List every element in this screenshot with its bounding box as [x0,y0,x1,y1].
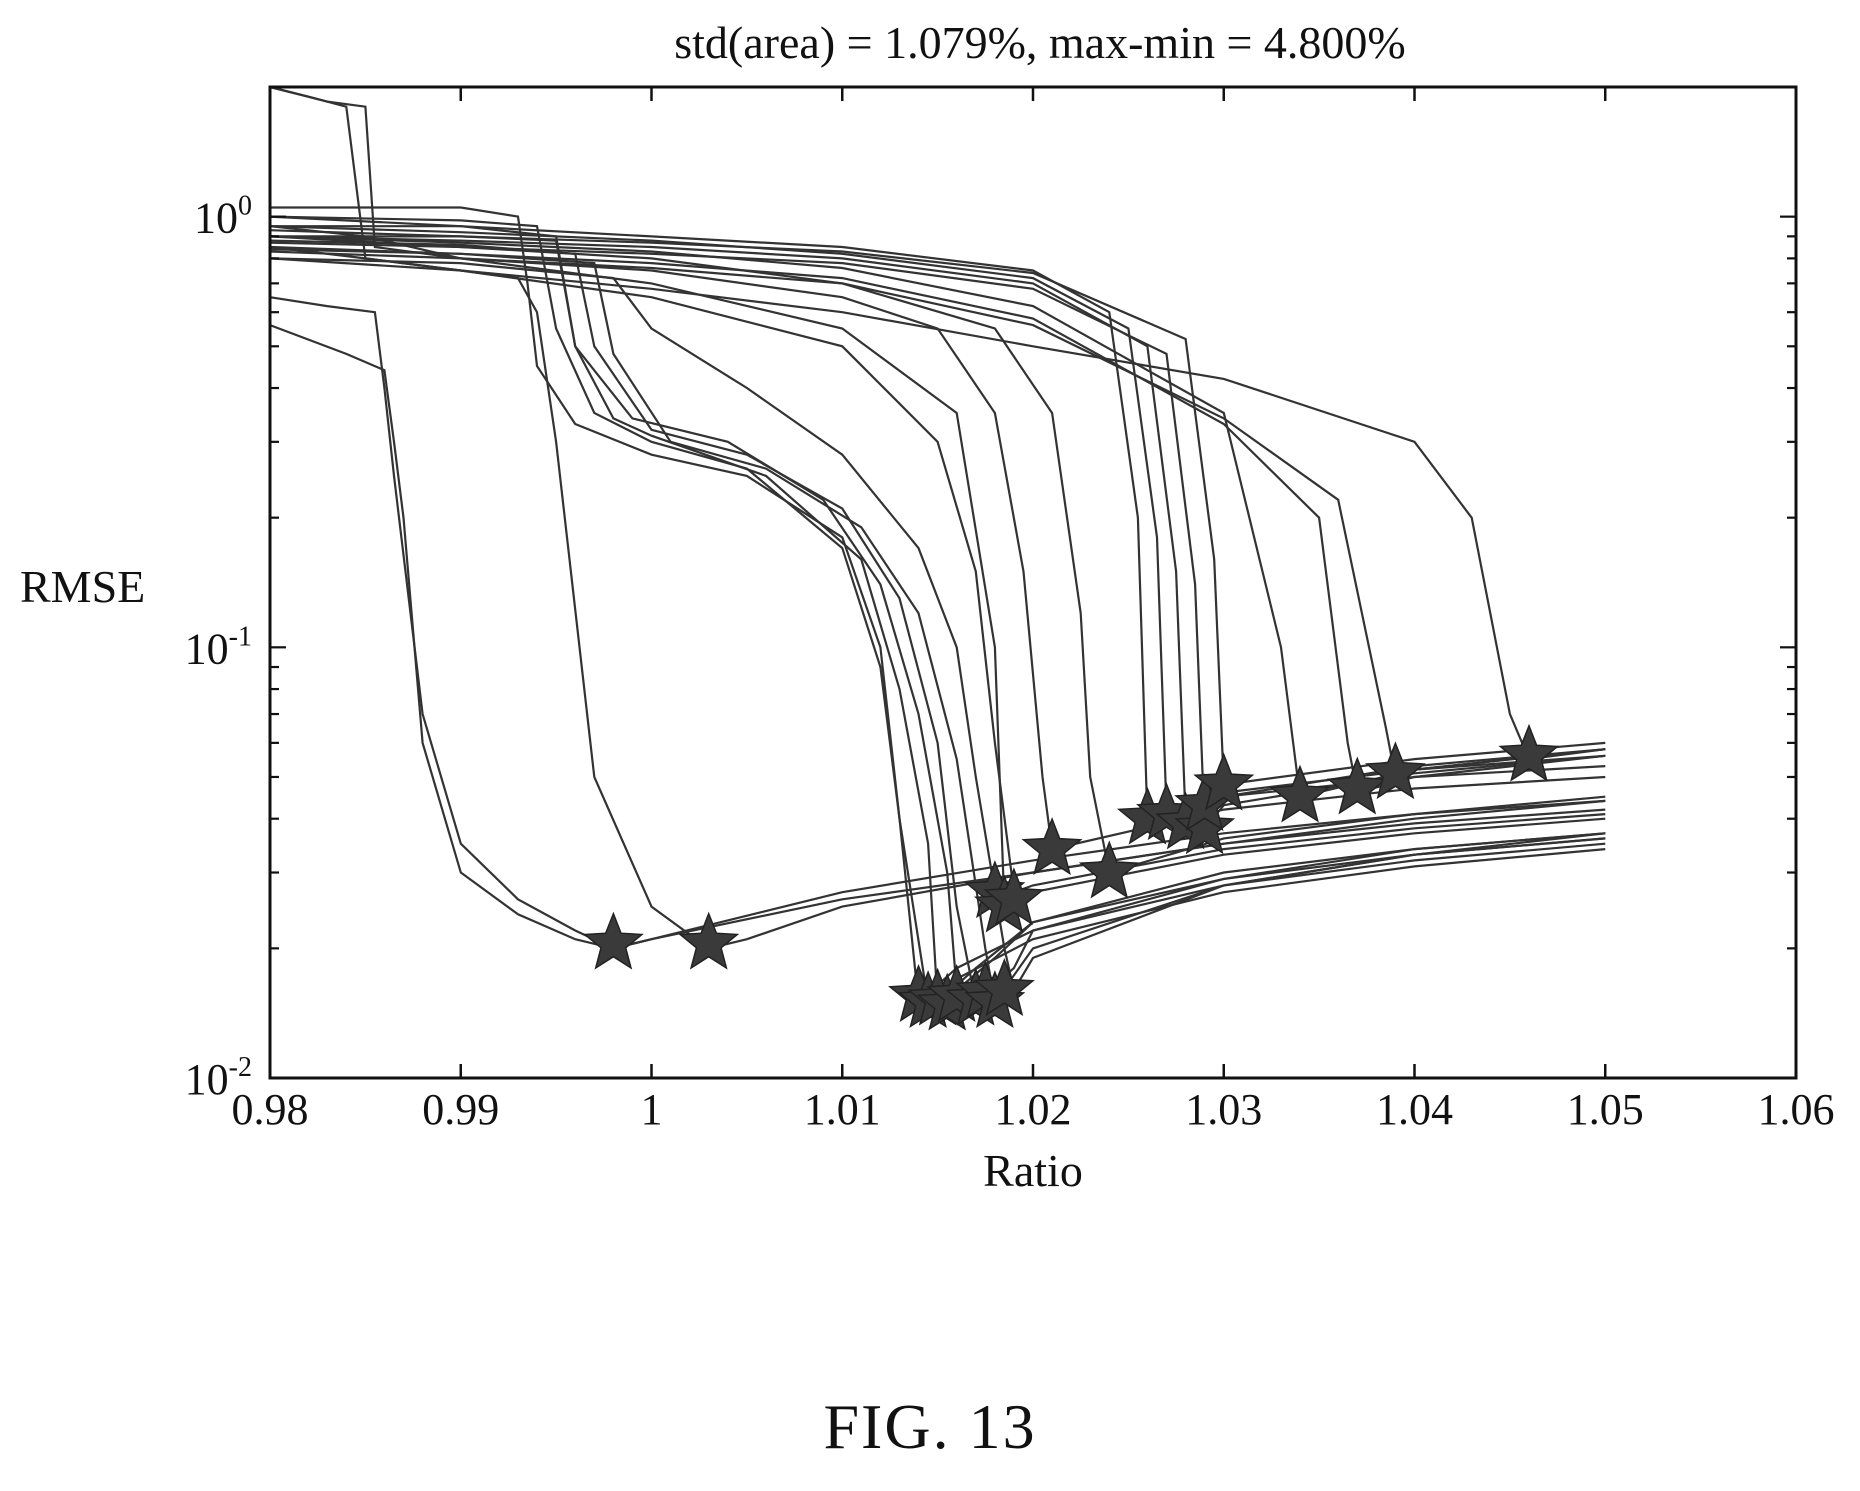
x-tick-label: 0.99 [422,1085,499,1134]
series-line-9 [269,248,1606,1005]
star-marker-22 [1193,752,1255,811]
x-tick-label: 1 [641,1085,663,1134]
series-line-4 [270,206,1606,1005]
star-marker-14 [983,867,1045,926]
series-line-23 [269,257,1606,761]
star-marker-25 [1364,741,1426,800]
x-tick-label: 1.02 [995,1085,1072,1134]
y-tick-labels: 100 10-1 10-2 [185,191,252,1104]
x-axis-label: Ratio [983,1145,1083,1196]
star-marker-1 [582,911,644,970]
rmse-ratio-chart: std(area) = 1.079%, max-min = 4.800% 0.9… [20,17,1835,1196]
y-axis-label: RMSE [20,561,145,612]
x-tick-label: 1.05 [1567,1085,1644,1134]
x-tick-label: 1.01 [804,1085,881,1134]
series-line-10 [269,257,1606,994]
plot-area-frame [268,85,1798,1080]
chart-title: std(area) = 1.079%, max-min = 4.800% [674,17,1406,68]
y-tick-label: 10-2 [185,1052,252,1104]
series-line-17 [269,235,1606,821]
series-line-19 [269,229,1606,786]
star-marker-26 [1498,723,1560,782]
star-marker-15 [1021,817,1083,876]
axis-ticks [268,85,1798,1080]
y-tick-label: 100 [194,191,252,243]
x-tick-label: 1.04 [1376,1085,1453,1134]
series-line-11 [269,85,1606,894]
x-tick-label: 1.06 [1758,1085,1835,1134]
star-marker-20 [1174,796,1236,855]
star-markers [582,723,1560,1031]
series-line-13 [269,225,1606,851]
figure-caption: FIG. 13 [823,1391,1037,1462]
series-line-15 [269,215,1606,821]
star-marker-23 [1269,764,1331,823]
x-tick-labels: 0.98 0.99 1 1.01 1.02 1.03 1.04 1.05 1.06 [232,1085,1835,1134]
series-lines [269,85,1606,1005]
star-marker-16 [1078,840,1140,899]
series-line-5 [269,215,1606,1005]
series-line-12 [269,85,1606,909]
star-marker-2 [678,911,740,970]
series-line-20 [269,235,1606,799]
series-line-7 [270,235,1606,993]
series-line-16 [269,225,1606,812]
y-tick-label: 10-1 [185,621,252,673]
series-line-8 [269,239,1606,1005]
star-marker-24 [1326,756,1388,815]
x-tick-label: 1.03 [1185,1085,1262,1134]
star-marker-11 [973,958,1035,1017]
series-line-14 [269,235,1606,874]
series-line-1 [269,324,1606,950]
x-tick-label: 0.98 [232,1085,309,1134]
